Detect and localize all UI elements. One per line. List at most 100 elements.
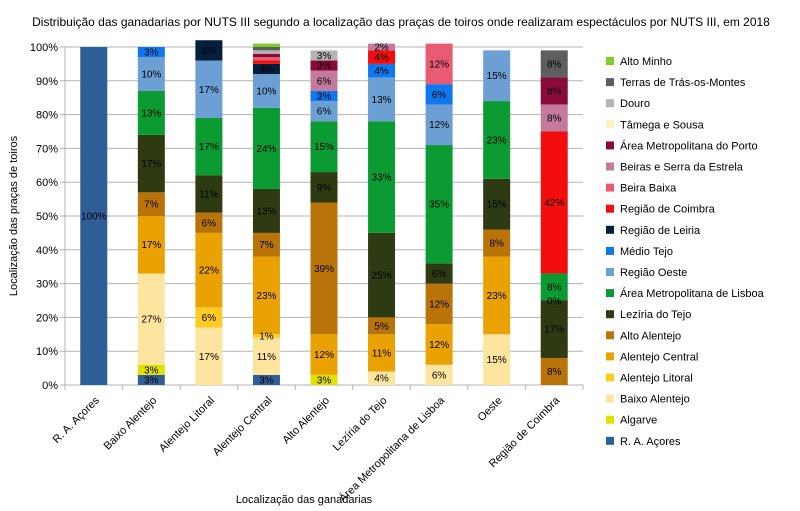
bar-segment xyxy=(310,374,338,385)
segment-label: 6% xyxy=(432,370,447,381)
segment-label: 8% xyxy=(489,239,504,250)
y-tick-label: 50% xyxy=(36,211,58,223)
legend-swatch xyxy=(606,436,614,445)
segment-label: 2% xyxy=(374,43,389,54)
bar-segment xyxy=(310,90,338,102)
bars xyxy=(80,40,568,385)
bar-segment xyxy=(310,172,338,203)
bar-segment xyxy=(310,334,338,375)
y-axis-ticks: 0% 10% 20% 30% 40% 50% 60% 70% 80% 90% 100% xyxy=(30,42,65,392)
x-tick-label: Oeste xyxy=(476,395,505,424)
segment-label: 6% xyxy=(317,76,332,87)
x-tick-label: Área Metropolitana de Lisboa xyxy=(336,393,447,504)
segment-label: 12% xyxy=(429,59,449,70)
legend-swatch xyxy=(606,289,614,298)
segment-label: 8% xyxy=(547,282,562,293)
bar-segment xyxy=(310,70,338,91)
segment-label: 3% xyxy=(317,51,332,62)
segment-label: 6% xyxy=(202,46,217,57)
segment-label: 42% xyxy=(544,198,564,209)
bar-segment xyxy=(368,232,396,318)
legend-label: Região de Coimbra xyxy=(620,204,716,216)
bar-segment xyxy=(483,50,511,102)
y-tick-label: 10% xyxy=(36,346,58,358)
segment-label: 6% xyxy=(202,218,217,229)
segment-label: 1% xyxy=(259,331,274,342)
bar-segment xyxy=(425,364,453,385)
x-axis-label: Localização das ganadarias xyxy=(236,494,373,506)
bar-segment xyxy=(368,371,396,385)
segment-label: 15% xyxy=(487,71,507,82)
bar-segment xyxy=(195,307,223,328)
segment-label: 17% xyxy=(199,85,219,96)
bar-segment xyxy=(252,188,280,233)
legend-swatch xyxy=(606,268,614,276)
bar-segment xyxy=(80,47,108,385)
segment-label: 3% xyxy=(144,365,159,376)
bar-segment xyxy=(483,229,511,257)
segment-label: 24% xyxy=(256,144,276,155)
bar-segment xyxy=(540,77,568,105)
legend-label: Lezíria do Tejo xyxy=(620,309,691,321)
legend-label: Algarve xyxy=(620,415,657,427)
segment-labels: 100%3%3%27%17%7%17%13%10%3%17%6%22%6%11%… xyxy=(81,43,564,387)
y-tick-label: 70% xyxy=(36,143,58,155)
segment-label: 33% xyxy=(372,173,392,184)
bar-segment xyxy=(425,43,453,85)
bar-segment xyxy=(483,178,511,230)
legend-label: Terras de Trás-os-Montes xyxy=(620,77,746,89)
legend-label: Douro xyxy=(620,98,650,110)
bar-segment xyxy=(252,50,280,54)
segment-label: 100% xyxy=(81,212,107,223)
x-tick-label: Alentejo Central xyxy=(211,395,275,459)
bar-segment xyxy=(137,90,165,135)
segment-label: 7% xyxy=(259,240,274,251)
bar-segment xyxy=(252,232,280,257)
segment-label: 12% xyxy=(314,350,334,361)
segment-label: 23% xyxy=(256,291,276,302)
segment-label: 4% xyxy=(374,66,389,77)
segment-label: 11% xyxy=(372,348,391,359)
bar-segment xyxy=(425,145,453,264)
bar-segment xyxy=(195,327,223,385)
bar-segment xyxy=(252,334,280,338)
segment-label: 3% xyxy=(144,375,159,386)
legend-label: Alentejo Central xyxy=(620,351,698,363)
bar-segment xyxy=(252,53,280,58)
y-tick-label: 60% xyxy=(36,177,58,189)
y-tick-label: 30% xyxy=(36,279,58,291)
legend-swatch xyxy=(606,183,614,192)
y-tick-label: 40% xyxy=(36,245,58,257)
y-tick-label: 80% xyxy=(36,110,58,122)
segment-label: 3% xyxy=(144,48,159,59)
segment-label: 9% xyxy=(317,183,332,194)
legend-label: Alto Minho xyxy=(620,56,672,68)
bar-segment xyxy=(195,232,223,308)
y-axis-label: Localização das praças de toiros xyxy=(8,135,20,296)
legend-swatch xyxy=(606,99,614,108)
legend-label: Região Oeste xyxy=(620,267,687,279)
segment-label: 39% xyxy=(314,264,334,275)
bar-segment xyxy=(252,107,280,189)
bar-segment xyxy=(368,63,396,78)
segment-label: 15% xyxy=(487,355,507,366)
legend-swatch xyxy=(606,120,614,129)
bar-segment xyxy=(310,50,338,61)
segment-label: 3% xyxy=(317,61,332,72)
bar-segment xyxy=(195,117,223,176)
segment-label: 7% xyxy=(144,200,159,211)
segment-label: 4% xyxy=(374,374,389,385)
segment-label: 11% xyxy=(199,190,218,201)
bar-segment xyxy=(425,104,453,146)
bar-segment xyxy=(137,216,165,274)
bar-segment xyxy=(540,131,568,274)
segment-label: 35% xyxy=(429,200,449,211)
bar-segment xyxy=(483,101,511,179)
segment-label: 13% xyxy=(372,95,392,106)
segment-label: 17% xyxy=(199,352,219,363)
segment-label: 15% xyxy=(487,200,507,211)
segment-label: 6% xyxy=(432,269,447,280)
segment-label: 8% xyxy=(547,86,562,97)
segment-label: 8% xyxy=(547,367,562,378)
